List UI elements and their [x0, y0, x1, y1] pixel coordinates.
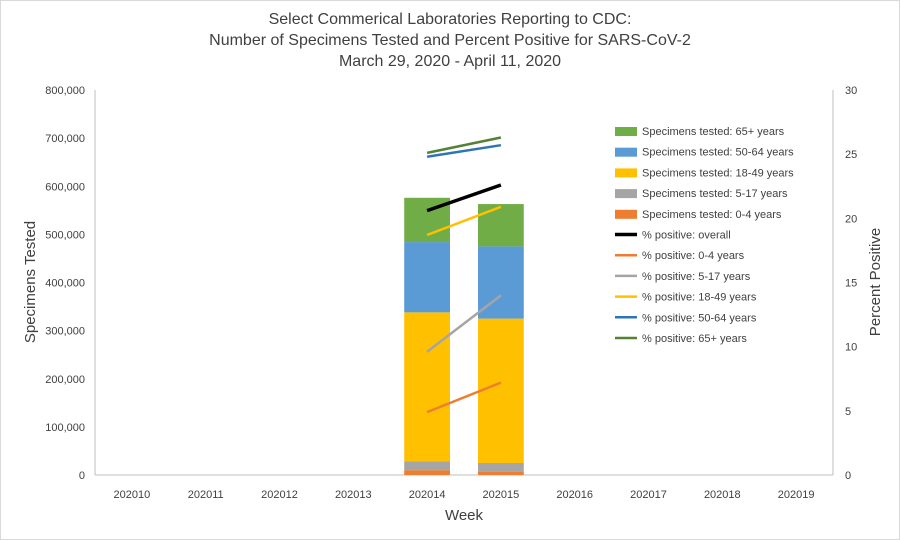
chart-title-line-1: Select Commerical Laboratories Reporting… — [268, 11, 632, 28]
legend-label-4: Specimens tested: 0-4 years — [642, 209, 782, 221]
legend-swatch-1 — [615, 147, 637, 157]
bar-segment-3-202014 — [404, 242, 450, 313]
y-tick-label: 500,000 — [45, 229, 85, 241]
x-tick-label: 202019 — [778, 489, 815, 501]
legend-label-7: % positive: 5-17 years — [642, 271, 751, 283]
y2-tick-label: 30 — [845, 85, 857, 97]
y-axis-label: Specimens Tested — [22, 221, 39, 343]
x-axis-label: Week — [445, 507, 484, 524]
legend-label-0: Specimens tested: 65+ years — [642, 126, 785, 138]
x-tick-label: 202012 — [261, 489, 298, 501]
chart-title-line-2: Number of Specimens Tested and Percent P… — [209, 32, 691, 49]
legend-swatch-2 — [615, 168, 637, 178]
lines-group — [426, 136, 502, 414]
x-tick-label: 202010 — [114, 489, 151, 501]
bar-segment-2-202014 — [404, 312, 450, 462]
legend-swatch-4 — [615, 209, 637, 219]
legend: Specimens tested: 65+ years Specimens tes… — [615, 126, 794, 345]
x-tick-label: 202014 — [409, 489, 446, 501]
line-series-2 — [426, 294, 502, 353]
y-tick-label: 200,000 — [45, 374, 85, 386]
legend-swatch-0 — [615, 127, 637, 136]
bar-segment-2-202015 — [478, 318, 524, 463]
legend-swatch-3 — [615, 189, 637, 199]
y2-tick-label: 0 — [845, 470, 851, 482]
bar-segment-1-202015 — [478, 462, 524, 472]
y-tick-label: 600,000 — [45, 181, 85, 193]
y-tick-label: 700,000 — [45, 133, 85, 145]
y-tick-label: 300,000 — [45, 326, 85, 338]
y2-tick-label: 5 — [845, 406, 851, 418]
legend-label-10: % positive: 65+ years — [642, 333, 747, 345]
line-series-5 — [426, 136, 502, 155]
legend-label-8: % positive: 18-49 years — [642, 292, 757, 304]
line-series-3 — [426, 205, 502, 237]
bar-segment-0-202014 — [404, 470, 450, 475]
y-tick-label: 400,000 — [45, 278, 85, 290]
legend-label-9: % positive: 50-64 years — [642, 312, 757, 324]
bars-group — [404, 197, 524, 475]
bar-segment-4-202015 — [478, 204, 524, 247]
x-tick-label: 202018 — [704, 489, 741, 501]
x-tick-label: 202011 — [188, 489, 224, 501]
x-tick-label: 202017 — [630, 489, 667, 501]
line-series-4 — [426, 143, 502, 158]
bar-segment-0-202015 — [478, 471, 524, 475]
legend-label-6: % positive: 0-4 years — [642, 250, 745, 262]
legend-label-1: Specimens tested: 50-64 years — [642, 147, 794, 159]
axes-group: 0 100,000 200,000 300,000 400,000 500,000 600,… — [45, 85, 857, 501]
bar-segment-1-202014 — [404, 461, 450, 471]
y2-axis-label: Percent Positive — [867, 228, 884, 336]
legend-label-5: % positive: overall — [642, 230, 731, 242]
legend-label-2: Specimens tested: 18-49 years — [642, 167, 794, 179]
y2-tick-label: 25 — [845, 149, 857, 161]
chart-title-line-3: March 29, 2020 - April 11, 2020 — [338, 53, 562, 70]
y2-tick-label: 10 — [845, 342, 857, 354]
line-series-0 — [426, 183, 502, 213]
x-tick-label: 202015 — [483, 489, 520, 501]
y-tick-label: 0 — [79, 470, 85, 482]
y-tick-label: 100,000 — [45, 422, 85, 434]
y2-tick-label: 20 — [845, 213, 857, 225]
line-series-1 — [426, 381, 502, 414]
x-tick-label: 202013 — [335, 489, 372, 501]
y2-tick-label: 15 — [845, 278, 857, 290]
y-tick-label: 800,000 — [45, 85, 85, 97]
x-tick-label: 202016 — [556, 489, 593, 501]
legend-label-3: Specimens tested: 5-17 years — [642, 188, 788, 200]
